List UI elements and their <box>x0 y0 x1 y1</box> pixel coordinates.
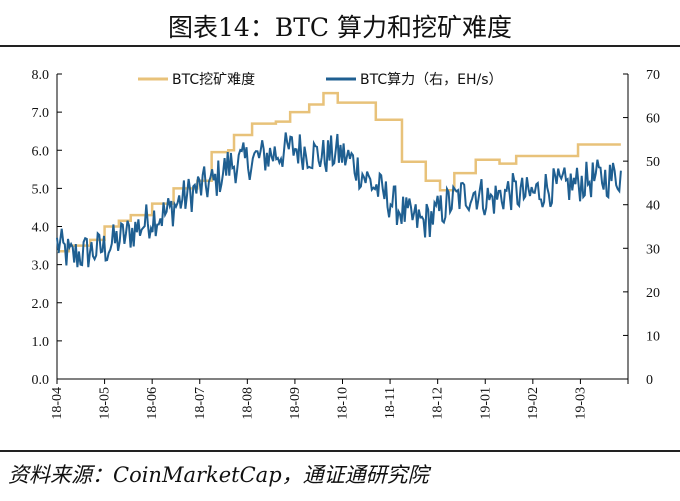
y-right-tick-label: 30 <box>646 242 660 257</box>
difficulty-line <box>57 91 621 253</box>
x-tick-label: 18-08 <box>240 387 255 420</box>
legend: BTC挖矿难度 BTC算力（右，EH/s） <box>138 72 503 88</box>
x-tick-label: 19-01 <box>478 387 493 420</box>
x-tick-label: 19-02 <box>526 387 541 420</box>
axes <box>56 73 629 384</box>
y-right-tick-label: 70 <box>646 68 660 83</box>
tick-labels: 0.0 1.0 2.0 3.0 4.0 5.0 6.0 7.0 8.0 0 10 20 30 40 50 60… <box>32 68 661 420</box>
chart: 0.0 1.0 2.0 3.0 4.0 5.0 6.0 7.0 8.0 0 10 20 30 40 50 60… <box>32 68 661 420</box>
source-rule <box>0 450 680 452</box>
x-tick-label: 18-07 <box>193 387 208 420</box>
y-right-tick-label: 10 <box>646 329 660 344</box>
x-tick-label: 18-04 <box>50 387 65 420</box>
y-right-tick-label: 40 <box>646 199 660 214</box>
y-left-tick-label: 4.0 <box>32 221 50 236</box>
y-left-tick-label: 1.0 <box>32 335 50 350</box>
x-tick-label: 18-05 <box>98 387 113 420</box>
y-left-tick-label: 2.0 <box>32 297 50 312</box>
y-left-tick-label: 5.0 <box>32 182 50 197</box>
y-right-tick-label: 0 <box>646 373 653 388</box>
x-tick-label: 18-06 <box>145 387 160 420</box>
series-group <box>56 91 622 268</box>
legend-label-hashrate: BTC算力（右，EH/s） <box>360 72 503 88</box>
y-right-tick-label: 20 <box>646 286 660 301</box>
y-left-tick-label: 6.0 <box>32 144 50 159</box>
title-rule <box>0 45 680 47</box>
source-note: 资料来源：CoinMarketCap，通证通研究院 <box>8 463 429 487</box>
y-left-tick-label: 8.0 <box>32 68 50 83</box>
y-left-tick-label: 7.0 <box>32 106 50 121</box>
y-left-tick-label: 0.0 <box>32 373 50 388</box>
y-left-tick-label: 3.0 <box>32 259 50 274</box>
x-tick-label: 18-09 <box>288 387 303 420</box>
legend-label-difficulty: BTC挖矿难度 <box>172 72 255 88</box>
y-right-tick-label: 50 <box>646 155 660 170</box>
chart-title: 图表14：BTC 算力和挖矿难度 <box>168 13 512 42</box>
hashrate-line <box>56 132 622 268</box>
x-tick-label: 19-03 <box>573 387 588 420</box>
x-tick-label: 18-11 <box>383 387 398 419</box>
y-right-tick-label: 60 <box>646 112 660 127</box>
x-tick-label: 18-12 <box>431 387 446 420</box>
x-tick-label: 18-10 <box>336 387 351 420</box>
